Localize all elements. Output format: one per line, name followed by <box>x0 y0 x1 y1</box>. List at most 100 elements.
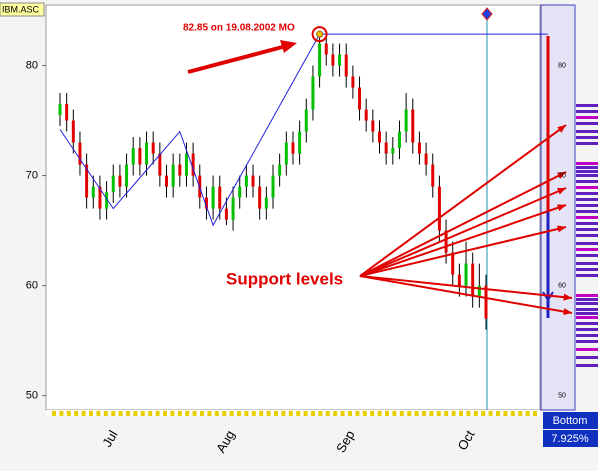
date-strip-tick <box>140 411 145 416</box>
y2-tick-label: 70 <box>558 172 566 179</box>
panel-title-box <box>543 412 598 429</box>
date-strip-tick <box>444 411 449 416</box>
support-arrow <box>359 187 567 277</box>
candle-body <box>278 164 282 176</box>
support-bar <box>576 334 598 337</box>
date-strip-tick <box>118 411 123 416</box>
candle-body <box>118 175 122 187</box>
support-arrow-head <box>563 293 572 301</box>
candle-body <box>457 274 461 286</box>
support-arrow-head <box>563 308 572 316</box>
support-bar <box>576 340 598 343</box>
peak-marker <box>311 26 328 43</box>
date-strip-tick <box>296 411 301 416</box>
candle-body <box>231 197 235 220</box>
support-bar <box>576 216 598 219</box>
candle-body <box>191 153 195 176</box>
candle-body <box>125 164 129 187</box>
y2-tick-label: 50 <box>558 393 566 400</box>
candle-body <box>151 142 155 154</box>
support-bar <box>576 298 598 301</box>
plot <box>58 26 548 330</box>
support-bar <box>576 364 598 367</box>
y-tick-label: 50 <box>26 390 38 402</box>
date-strip-tick <box>148 411 153 416</box>
date-strip-tick <box>81 411 86 416</box>
date-strip-tick <box>251 411 256 416</box>
date-strip-tick <box>333 411 338 416</box>
candle-body <box>271 175 275 198</box>
support-bar <box>576 308 598 311</box>
date-strip-tick <box>436 411 441 416</box>
date-strip-tick <box>244 411 249 416</box>
candle-body <box>451 252 455 275</box>
date-strip-tick <box>518 411 523 416</box>
date-strip-tick <box>74 411 79 416</box>
date-strip-tick <box>311 411 315 416</box>
candle-body <box>431 164 435 187</box>
date-strip-tick <box>133 411 138 416</box>
date-strip-tick <box>192 411 197 416</box>
zigzag-line <box>59 33 321 227</box>
support-bar <box>576 122 598 125</box>
support-arrow-head <box>557 204 566 212</box>
annotation: 82.85 on 19.08.2002 MO <box>183 23 295 34</box>
candle-body <box>371 120 375 132</box>
symbol: IBM.ASC <box>2 4 40 14</box>
support-bar <box>576 210 598 213</box>
date-strip-tick <box>96 411 101 416</box>
candle-body <box>98 186 102 209</box>
date-strip-tick <box>288 411 293 416</box>
support-arrow-head <box>557 172 566 179</box>
candle-body <box>178 164 182 176</box>
candle-body <box>484 285 488 319</box>
candle-body <box>158 153 162 176</box>
candle-body <box>204 197 208 209</box>
date-strip-tick <box>303 411 308 416</box>
candle-body <box>145 142 149 165</box>
candle-body <box>65 104 69 121</box>
support-arrow <box>359 226 567 277</box>
support-bar <box>576 116 598 119</box>
support-arrow <box>359 124 567 277</box>
support-bar <box>576 312 598 315</box>
date-strip-tick <box>370 411 375 416</box>
date-strip-tick <box>473 411 478 416</box>
support-bar <box>576 254 598 257</box>
y-tick-label: 60 <box>26 280 38 292</box>
support-bar <box>576 104 598 107</box>
date-strip-tick <box>429 411 434 416</box>
support-bar <box>576 192 598 195</box>
support-arrow-head <box>557 125 566 133</box>
date-strip-tick <box>362 411 367 416</box>
date-strip-tick <box>503 411 508 416</box>
date-strip-tick <box>229 411 234 416</box>
support-bar <box>576 180 598 183</box>
candle-body <box>211 186 215 209</box>
date-strip-tick <box>200 411 204 416</box>
symbol-box <box>0 2 45 17</box>
date-strip-tick <box>488 411 493 416</box>
date-strip-tick <box>222 411 227 416</box>
x-tick-label: Jul <box>99 428 120 450</box>
candle-body <box>258 186 262 209</box>
date-strip-tick <box>111 411 116 416</box>
support-bar <box>576 110 598 113</box>
candle-body <box>58 104 62 116</box>
date-strip-tick <box>325 411 330 416</box>
date-strip-tick <box>510 411 515 416</box>
support-bar <box>576 356 598 359</box>
date-strip-tick <box>177 411 182 416</box>
support-bar <box>576 222 598 225</box>
candle-body <box>298 131 302 154</box>
peak-dot <box>316 30 324 38</box>
support-bar <box>576 348 598 351</box>
date-strip-tick <box>155 411 160 416</box>
date-strip-tick <box>392 411 397 416</box>
support-label: Support levels <box>226 269 343 288</box>
date-strip-tick <box>525 411 530 416</box>
pointer-arrow <box>187 43 291 74</box>
cursor-marker <box>481 7 493 21</box>
support-bar <box>576 162 598 165</box>
support-arrow <box>359 275 573 299</box>
